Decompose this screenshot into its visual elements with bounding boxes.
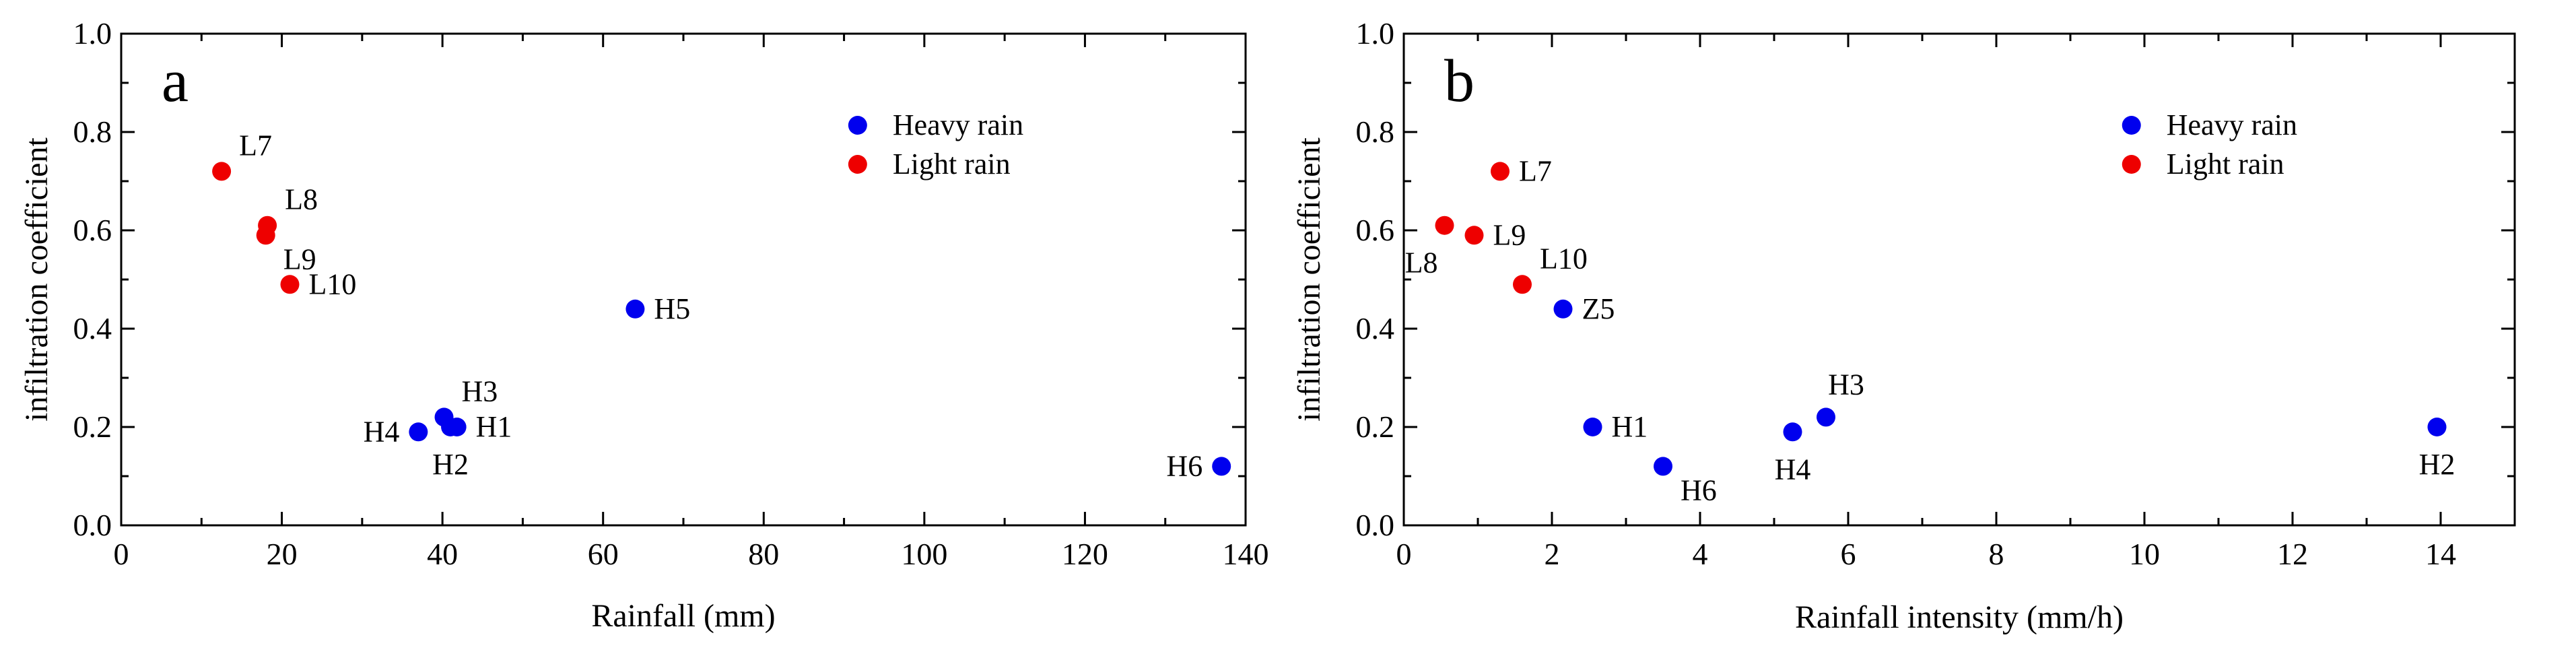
y-tick-label: 0.2 <box>73 409 112 444</box>
data-point <box>280 275 300 294</box>
point-label: L9 <box>1493 218 1526 251</box>
data-point <box>256 226 275 245</box>
x-tick-label: 2 <box>1545 537 1560 571</box>
y-tick-label: 1.0 <box>73 16 112 51</box>
point-label: H3 <box>462 374 498 407</box>
chart-panel-b: 0 2 4 6 8 10 12 14 0.0 0.2 0.4 0.6 0.8 1.0 Rainfall in… <box>1291 16 2516 635</box>
data-point <box>1464 226 1484 245</box>
panel-letter: b <box>1444 48 1475 114</box>
point-label: L8 <box>285 183 318 216</box>
x-tick-label: 0 <box>1396 537 1412 571</box>
x-tick-label: 14 <box>2425 537 2456 571</box>
point-label: L7 <box>239 129 272 162</box>
y-tick-label: 0.6 <box>73 213 112 247</box>
y-axis-title: infiltration coefficient <box>19 137 55 422</box>
panel-letter: a <box>162 48 189 114</box>
x-tick-label: 4 <box>1693 537 1708 571</box>
data-point <box>212 162 232 181</box>
y-tick-label: 0.6 <box>1356 213 1395 247</box>
legend-label: Light rain <box>893 147 1011 180</box>
x-tick-label: 8 <box>1989 537 2004 571</box>
point-label: L8 <box>1405 246 1438 279</box>
data-point <box>1491 162 1510 181</box>
x-tick-label: 140 <box>1223 537 1269 571</box>
data-point <box>1553 299 1573 319</box>
y-tick-label: 0.8 <box>1356 114 1395 149</box>
point-label: L9 <box>283 242 316 275</box>
data-point <box>625 299 645 319</box>
y-tick-label: 0.2 <box>1356 409 1395 444</box>
point-label: H2 <box>2419 448 2455 481</box>
x-tick-label: 120 <box>1062 537 1108 571</box>
point-label: H1 <box>1612 410 1648 443</box>
data-point <box>1583 418 1602 436</box>
chart-panel-a: 0 20 40 60 80 100 120 140 0.0 0.2 0.4 0.6 0.8 1.0 Rain… <box>19 16 1269 634</box>
data-point <box>441 418 461 436</box>
point-label: H3 <box>1828 368 1864 401</box>
x-tick-label: 80 <box>748 537 779 571</box>
x-tick-label: 10 <box>2129 537 2160 571</box>
x-tick-label: 40 <box>427 537 458 571</box>
legend-label: Heavy rain <box>2167 108 2297 141</box>
legend-label: Heavy rain <box>893 108 1023 141</box>
legend-label: Light rain <box>2167 147 2284 180</box>
legend-marker <box>2122 116 2141 135</box>
x-tick-label: 0 <box>114 537 129 571</box>
x-tick-label: 20 <box>267 537 298 571</box>
point-label: H4 <box>1775 453 1811 486</box>
y-tick-label: 1.0 <box>1356 16 1395 51</box>
point-label: L10 <box>1540 242 1588 275</box>
data-point <box>1783 422 1802 442</box>
x-axis-title: Rainfall (mm) <box>591 598 775 634</box>
point-label: H1 <box>476 410 512 443</box>
point-label: H4 <box>364 415 400 448</box>
data-point <box>1212 457 1231 476</box>
data-point <box>1435 216 1454 235</box>
x-tick-label: 12 <box>2277 537 2308 571</box>
legend-marker <box>2122 155 2141 174</box>
data-point <box>1817 407 1835 427</box>
y-tick-label: 0.8 <box>73 114 112 149</box>
y-tick-label: 0.4 <box>73 311 112 346</box>
data-point <box>2427 418 2447 436</box>
point-label: L10 <box>309 267 357 300</box>
y-tick-label: 0.0 <box>1356 508 1395 542</box>
point-label: Z5 <box>1582 292 1615 325</box>
legend-marker <box>848 116 867 135</box>
point-label: H6 <box>1681 473 1717 506</box>
point-label: L7 <box>1519 154 1552 187</box>
point-label: H2 <box>432 448 469 481</box>
point-label: H6 <box>1166 449 1202 482</box>
y-axis-title: infiltration coefficient <box>1291 137 1327 422</box>
legend-marker <box>848 155 867 174</box>
y-tick-label: 0.0 <box>73 508 112 542</box>
y-tick-label: 0.4 <box>1356 311 1395 346</box>
plot-frame <box>1402 32 2516 527</box>
x-axis-title: Rainfall intensity (mm/h) <box>1795 599 2124 635</box>
x-tick-label: 60 <box>588 537 619 571</box>
data-point <box>1654 457 1672 476</box>
point-label: H5 <box>654 292 690 325</box>
x-tick-label: 100 <box>901 537 947 571</box>
data-point <box>409 422 428 442</box>
x-tick-label: 6 <box>1841 537 1856 571</box>
data-point <box>1513 275 1532 294</box>
